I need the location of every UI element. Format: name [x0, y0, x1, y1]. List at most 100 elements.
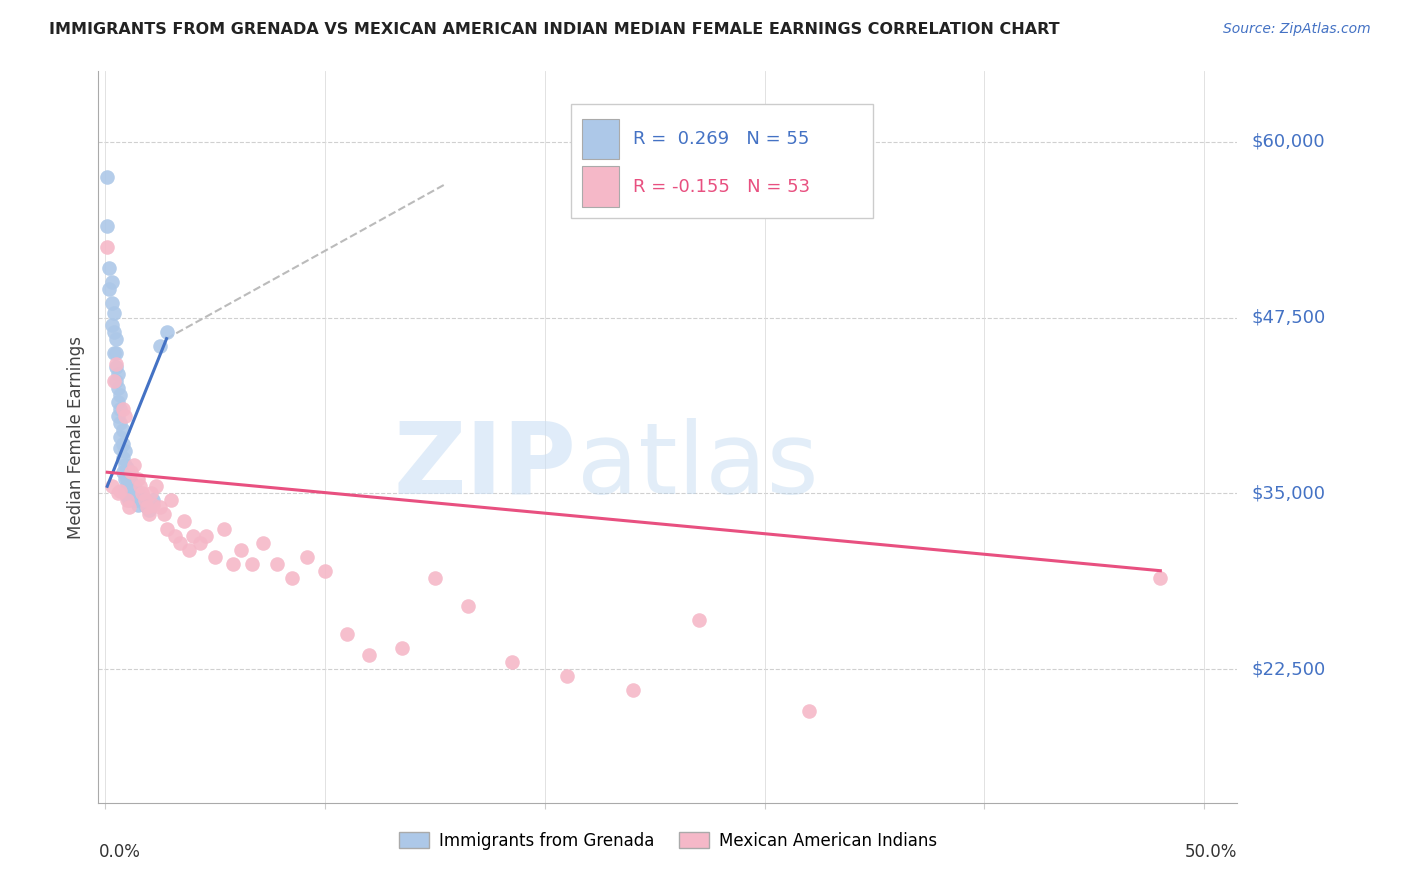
- Point: [155, 325, 177, 339]
- Point: [114, 409, 136, 423]
- Point: [621, 683, 644, 698]
- Point: [555, 669, 578, 683]
- Point: [110, 416, 132, 430]
- Point: [107, 395, 129, 409]
- Point: [114, 483, 136, 498]
- Point: [115, 472, 138, 486]
- Text: $35,000: $35,000: [1251, 484, 1326, 502]
- Point: [142, 498, 165, 512]
- Point: [107, 409, 129, 423]
- Point: [195, 528, 218, 542]
- Point: [98, 261, 121, 276]
- Point: [100, 318, 122, 332]
- Point: [110, 388, 132, 402]
- Point: [141, 486, 163, 500]
- Point: [134, 493, 156, 508]
- Point: [107, 486, 129, 500]
- Point: [96, 219, 118, 233]
- Point: [120, 491, 142, 506]
- Point: [105, 345, 128, 359]
- FancyBboxPatch shape: [582, 167, 619, 207]
- Point: [111, 437, 134, 451]
- Point: [105, 359, 128, 374]
- Point: [105, 357, 128, 371]
- Point: [457, 599, 479, 613]
- Point: [169, 535, 191, 549]
- FancyBboxPatch shape: [582, 119, 619, 159]
- Point: [357, 648, 380, 662]
- Point: [149, 500, 172, 515]
- Point: [114, 458, 136, 473]
- Point: [111, 451, 134, 466]
- Point: [314, 564, 336, 578]
- Text: atlas: atlas: [576, 417, 818, 515]
- Point: [118, 479, 141, 493]
- Point: [114, 444, 136, 458]
- Point: [125, 483, 148, 498]
- Point: [149, 338, 172, 352]
- Point: [797, 705, 820, 719]
- Point: [1149, 571, 1171, 585]
- Point: [122, 458, 145, 473]
- Point: [231, 542, 253, 557]
- Point: [105, 374, 128, 388]
- Point: [501, 655, 523, 669]
- Point: [281, 571, 304, 585]
- Point: [131, 486, 153, 500]
- Point: [160, 493, 183, 508]
- Point: [110, 430, 132, 444]
- Text: $47,500: $47,500: [1251, 309, 1326, 326]
- Point: [127, 498, 149, 512]
- Point: [336, 627, 359, 641]
- Point: [103, 374, 125, 388]
- Text: ZIP: ZIP: [394, 417, 576, 515]
- Point: [103, 325, 125, 339]
- Point: [122, 479, 145, 493]
- Point: [131, 493, 153, 508]
- Point: [125, 493, 148, 508]
- Point: [188, 535, 211, 549]
- Point: [115, 489, 138, 503]
- Point: [240, 557, 263, 571]
- Point: [115, 461, 138, 475]
- Point: [127, 486, 149, 500]
- Point: [155, 521, 177, 535]
- Point: [110, 442, 132, 456]
- Point: [110, 483, 132, 498]
- Point: [212, 521, 235, 535]
- Point: [100, 479, 122, 493]
- Point: [252, 535, 274, 549]
- Point: [107, 381, 129, 395]
- Point: [122, 493, 145, 508]
- Point: [135, 500, 157, 515]
- Point: [114, 472, 136, 486]
- Point: [173, 515, 195, 529]
- Text: $22,500: $22,500: [1251, 660, 1326, 678]
- Point: [120, 465, 142, 479]
- Point: [297, 549, 319, 564]
- Point: [181, 528, 204, 542]
- Point: [111, 401, 134, 416]
- Point: [118, 469, 141, 483]
- Point: [145, 479, 167, 493]
- Point: [221, 557, 243, 571]
- Point: [103, 306, 125, 320]
- Point: [110, 401, 132, 416]
- Point: [118, 500, 141, 515]
- Text: $60,000: $60,000: [1251, 133, 1324, 151]
- Point: [138, 503, 160, 517]
- Point: [688, 613, 710, 627]
- Point: [120, 483, 142, 498]
- Point: [153, 508, 176, 522]
- Text: R = -0.155   N = 53: R = -0.155 N = 53: [633, 178, 810, 195]
- Point: [115, 479, 138, 493]
- Point: [138, 508, 160, 522]
- Text: IMMIGRANTS FROM GRENADA VS MEXICAN AMERICAN INDIAN MEDIAN FEMALE EARNINGS CORREL: IMMIGRANTS FROM GRENADA VS MEXICAN AMERI…: [49, 22, 1060, 37]
- Point: [127, 472, 149, 486]
- Point: [204, 549, 226, 564]
- Text: R =  0.269   N = 55: R = 0.269 N = 55: [633, 130, 808, 148]
- Point: [165, 528, 187, 542]
- Point: [100, 296, 122, 310]
- Legend: Immigrants from Grenada, Mexican American Indians: Immigrants from Grenada, Mexican America…: [392, 825, 943, 856]
- Point: [135, 500, 157, 515]
